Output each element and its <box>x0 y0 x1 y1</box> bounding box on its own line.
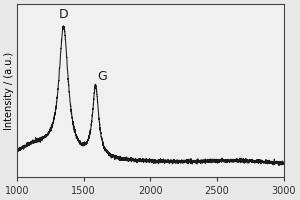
Text: D: D <box>59 8 68 21</box>
Y-axis label: Intensity / (a.u.): Intensity / (a.u.) <box>4 51 14 130</box>
Text: G: G <box>98 70 107 83</box>
